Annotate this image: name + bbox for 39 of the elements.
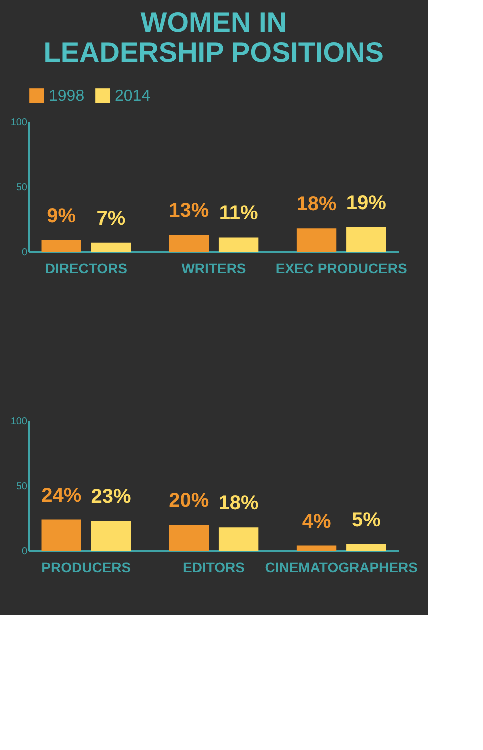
bar — [346, 544, 386, 551]
bar — [346, 227, 386, 252]
data-label: 13% — [169, 200, 210, 222]
data-label: 20% — [169, 490, 210, 512]
x-tick-label: EDITORS — [183, 560, 245, 576]
bar — [296, 546, 337, 551]
chart-title: WOMEN IN LEADERSHIP POSITIONS — [44, 7, 384, 68]
x-tick-label: WRITERS — [182, 260, 246, 276]
data-label: 19% — [346, 192, 387, 214]
data-label: 7% — [96, 208, 126, 230]
y-tick-label: 100 — [10, 416, 28, 428]
data-label: 23% — [91, 486, 132, 508]
data-label: 24% — [42, 484, 82, 507]
data-label: 11% — [219, 202, 258, 225]
y-tick-label: 50 — [16, 182, 28, 194]
x-tick-label: PRODUCERS — [42, 560, 132, 576]
x-tick-label: CINEMATOGRAPHERS — [265, 560, 418, 576]
data-label: 5% — [352, 510, 382, 532]
legend-label: 2014 — [115, 88, 151, 105]
bar — [296, 228, 337, 252]
bar — [169, 525, 210, 551]
y-tick-label: 50 — [16, 482, 28, 492]
bar — [91, 521, 132, 551]
y-tick-label: 0 — [22, 248, 28, 258]
bar — [218, 528, 259, 551]
y-tick-label: 100 — [10, 118, 28, 128]
data-label: 18% — [218, 492, 260, 515]
data-label: 4% — [302, 510, 332, 533]
data-label: 18% — [296, 194, 338, 216]
bar — [91, 242, 132, 252]
x-tick-label: EXEC PRODUCERS — [276, 260, 408, 276]
y-tick-label: 0 — [22, 546, 28, 558]
legend-label: 1998 — [49, 88, 85, 105]
bar — [42, 240, 82, 252]
data-label: 9% — [47, 205, 76, 228]
bar — [169, 235, 210, 252]
bar — [218, 238, 259, 252]
bar — [42, 520, 82, 551]
x-tick-label: DIRECTORS — [45, 260, 128, 276]
